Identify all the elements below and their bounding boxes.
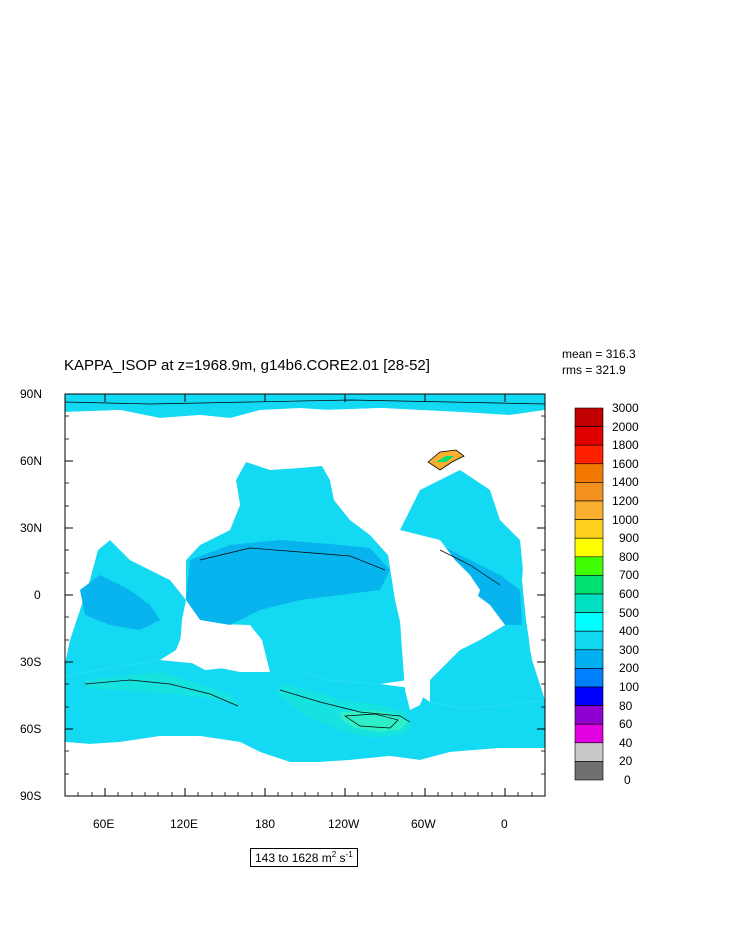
equatorial-pacific-band [186, 540, 390, 625]
lat-label-30s: 30S [20, 655, 42, 669]
colorbar-label-1400: 1400 [612, 475, 639, 490]
lon-label-120w: 120W [328, 817, 360, 831]
colorbar-label-500: 500 [619, 605, 640, 620]
colorbar-label-60: 60 [619, 717, 633, 732]
colorbar-box-12 [574, 630, 604, 651]
north-america [322, 408, 430, 555]
minor-ticks [65, 415, 545, 796]
units-exp1: 2 [331, 850, 337, 859]
units-exp2: -1 [345, 850, 353, 859]
colorbar-box-16 [574, 705, 604, 725]
europe-greenland [420, 410, 545, 540]
lon-label-60e: 60E [93, 817, 115, 831]
colorbar-box-11 [574, 612, 604, 632]
asia [65, 410, 246, 580]
south-america [395, 540, 480, 710]
plot-title: KAPPA_ISOP at z=1968.9m, g14b6.CORE2.01 … [64, 357, 430, 374]
lat-label-60n: 60N [20, 454, 43, 468]
colorbar-label-600: 600 [619, 587, 640, 601]
colorbar-box-19 [574, 761, 604, 781]
africa [522, 535, 545, 700]
colorbar-box-3 [574, 463, 604, 483]
colorbar-box-17 [574, 723, 604, 744]
colorbar-label-1800: 1800 [612, 438, 639, 453]
colorbar-box-10 [574, 593, 604, 613]
colorbar-box-15 [574, 686, 604, 706]
lat-label-30n: 30N [20, 521, 43, 535]
colorbar-label-800: 800 [619, 549, 640, 564]
australia [180, 600, 240, 670]
colorbar-label-2000: 2000 [612, 419, 639, 434]
colorbar-label-400: 400 [619, 624, 640, 639]
units-label: 143 to 1628 m2 s-1 [250, 848, 358, 867]
colorbar-label-3000: 3000 [612, 401, 639, 415]
lon-label-180: 180 [255, 817, 276, 831]
units-mid: s [336, 851, 346, 865]
colorbar-label-900: 900 [619, 531, 640, 546]
tropical-atlantic-band [440, 545, 522, 625]
lon-label-120e: 120E [170, 817, 199, 831]
indian-tropical-band [80, 575, 160, 630]
rms-stat: rms = 321.9 [562, 363, 626, 377]
lat-label-90s: 90S [20, 789, 42, 803]
colorbar-label-80: 80 [619, 698, 633, 713]
colorbar-box-6 [574, 519, 604, 539]
axis-ticks [65, 393, 545, 797]
colorbar-box-9 [574, 575, 604, 595]
colorbar-label-0: 0 [624, 773, 631, 787]
colorbar-box-7 [574, 537, 604, 558]
atlantic-ocean [400, 470, 545, 708]
nordic-seas-core [436, 456, 454, 462]
lon-label-60w: 60W [411, 817, 436, 831]
colorbar-box-0 [574, 407, 604, 427]
colorbar-label-40: 40 [619, 735, 633, 750]
antarctica [65, 736, 545, 796]
lat-label-90n: 90N [20, 387, 43, 401]
colorbar-box-4 [574, 482, 604, 502]
colorbar-label-300: 300 [619, 642, 640, 657]
colorbar-label-1200: 1200 [612, 494, 639, 508]
colorbar-box-18 [574, 742, 604, 762]
colorbar-label-200: 200 [619, 661, 640, 676]
lat-label-eq: 0 [34, 588, 41, 602]
contour-lines [65, 399, 545, 729]
colorbar-box-2 [574, 444, 604, 465]
lon-label-0: 0 [501, 817, 508, 831]
colorbar-label-20: 20 [619, 754, 633, 769]
colorbar-box-5 [574, 500, 604, 520]
ocean-field [65, 394, 545, 796]
colorbar [574, 407, 604, 781]
mean-stat: mean = 316.3 [562, 347, 636, 361]
colorbar-box-13 [574, 649, 604, 669]
colorbar-box-14 [574, 668, 604, 688]
colorbar-label-700: 700 [619, 568, 640, 583]
lat-label-60s: 60S [20, 722, 42, 736]
colorbar-label-1000: 1000 [612, 512, 639, 527]
units-range: 143 to 1628 m [255, 851, 332, 865]
colorbar-box-8 [574, 556, 604, 576]
colorbar-label-1600: 1600 [612, 456, 639, 471]
colorbar-box-1 [574, 426, 604, 446]
colorbar-label-100: 100 [619, 680, 640, 694]
